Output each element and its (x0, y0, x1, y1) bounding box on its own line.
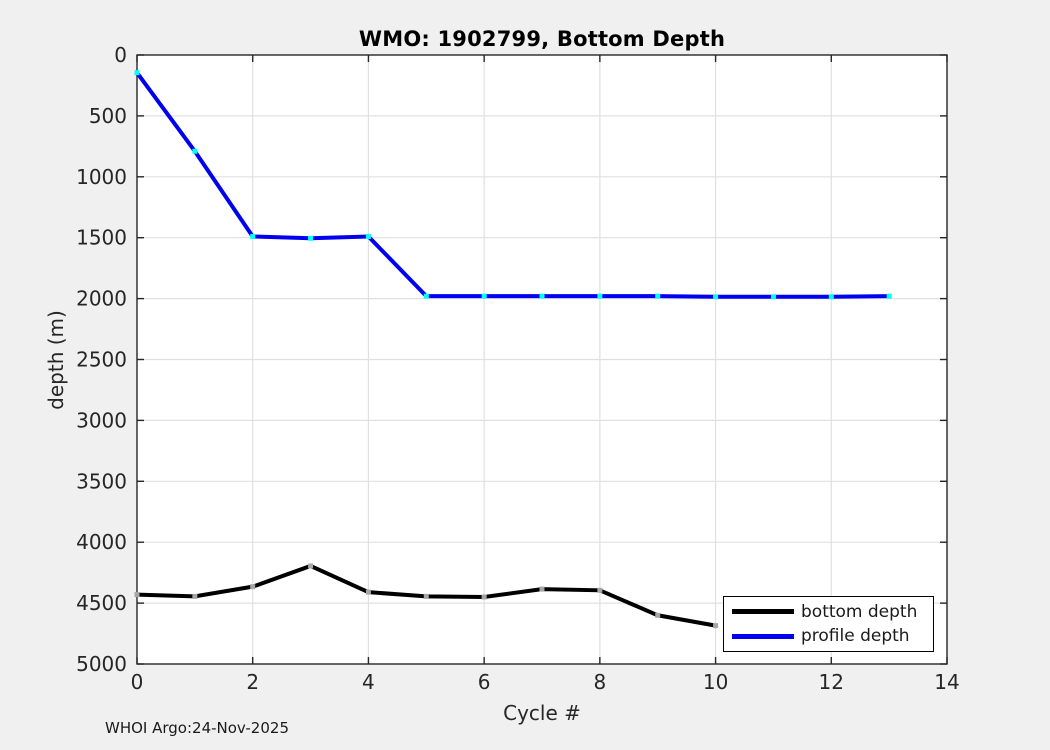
series-marker-profile-depth (770, 294, 776, 300)
legend-line-sample-blue (732, 633, 794, 639)
chart-title: WMO: 1902799, Bottom Depth (358, 27, 726, 51)
series-marker-bottom-depth (539, 586, 545, 592)
series-marker-bottom-depth (134, 592, 140, 598)
series-marker-profile-depth (481, 293, 487, 299)
y-tick-label: 500 (89, 104, 127, 128)
y-tick-label: 1500 (76, 226, 127, 250)
y-axis-label: depth (m) (44, 310, 68, 410)
legend-line-sample-black (732, 609, 794, 615)
x-tick-label: 4 (362, 670, 375, 694)
series-marker-bottom-depth (597, 587, 603, 593)
series-marker-profile-depth (250, 233, 256, 239)
footer-note: WHOI Argo:24-Nov-2025 (105, 719, 289, 737)
series-marker-profile-depth (597, 293, 603, 299)
series-marker-profile-depth (134, 70, 140, 76)
legend: bottom depth profile depth (723, 596, 934, 652)
x-tick-label: 8 (593, 670, 606, 694)
y-tick-label: 1000 (76, 165, 127, 189)
series-marker-profile-depth (539, 293, 545, 299)
y-tick-label: 3000 (76, 408, 127, 432)
series-marker-bottom-depth (365, 589, 371, 595)
x-tick-label: 12 (819, 670, 844, 694)
series-marker-profile-depth (308, 235, 314, 241)
y-tick-label: 4000 (76, 530, 127, 554)
y-tick-label: 4500 (76, 591, 127, 615)
y-tick-label: 3500 (76, 469, 127, 493)
series-marker-profile-depth (828, 294, 834, 300)
y-tick-label: 5000 (76, 652, 127, 676)
series-marker-bottom-depth (423, 593, 429, 599)
legend-label: bottom depth (801, 601, 918, 622)
series-marker-profile-depth (886, 293, 892, 299)
x-tick-label: 14 (934, 670, 959, 694)
series-marker-profile-depth (655, 293, 661, 299)
series-marker-profile-depth (423, 293, 429, 299)
series-marker-bottom-depth (308, 563, 314, 569)
series-marker-profile-depth (713, 294, 719, 300)
series-marker-bottom-depth (250, 584, 256, 590)
x-tick-label: 6 (478, 670, 491, 694)
x-tick-label: 10 (703, 670, 728, 694)
legend-label: profile depth (801, 626, 910, 647)
x-tick-label: 0 (131, 670, 144, 694)
series-marker-bottom-depth (713, 623, 719, 629)
series-line-profile-depth (135, 71, 890, 299)
series-marker-bottom-depth (655, 612, 661, 618)
y-tick-label: 2000 (76, 287, 127, 311)
legend-item-bottom-depth: bottom depth (724, 600, 933, 624)
series-marker-bottom-depth (192, 593, 198, 599)
x-axis-label: Cycle # (503, 701, 581, 725)
legend-item-profile-depth: profile depth (724, 624, 933, 648)
y-tick-label: 0 (114, 43, 127, 67)
x-tick-label: 2 (246, 670, 259, 694)
series-marker-profile-depth (365, 233, 371, 239)
series-marker-bottom-depth (481, 594, 487, 600)
y-tick-label: 2500 (76, 348, 127, 372)
series-marker-profile-depth (192, 148, 198, 154)
